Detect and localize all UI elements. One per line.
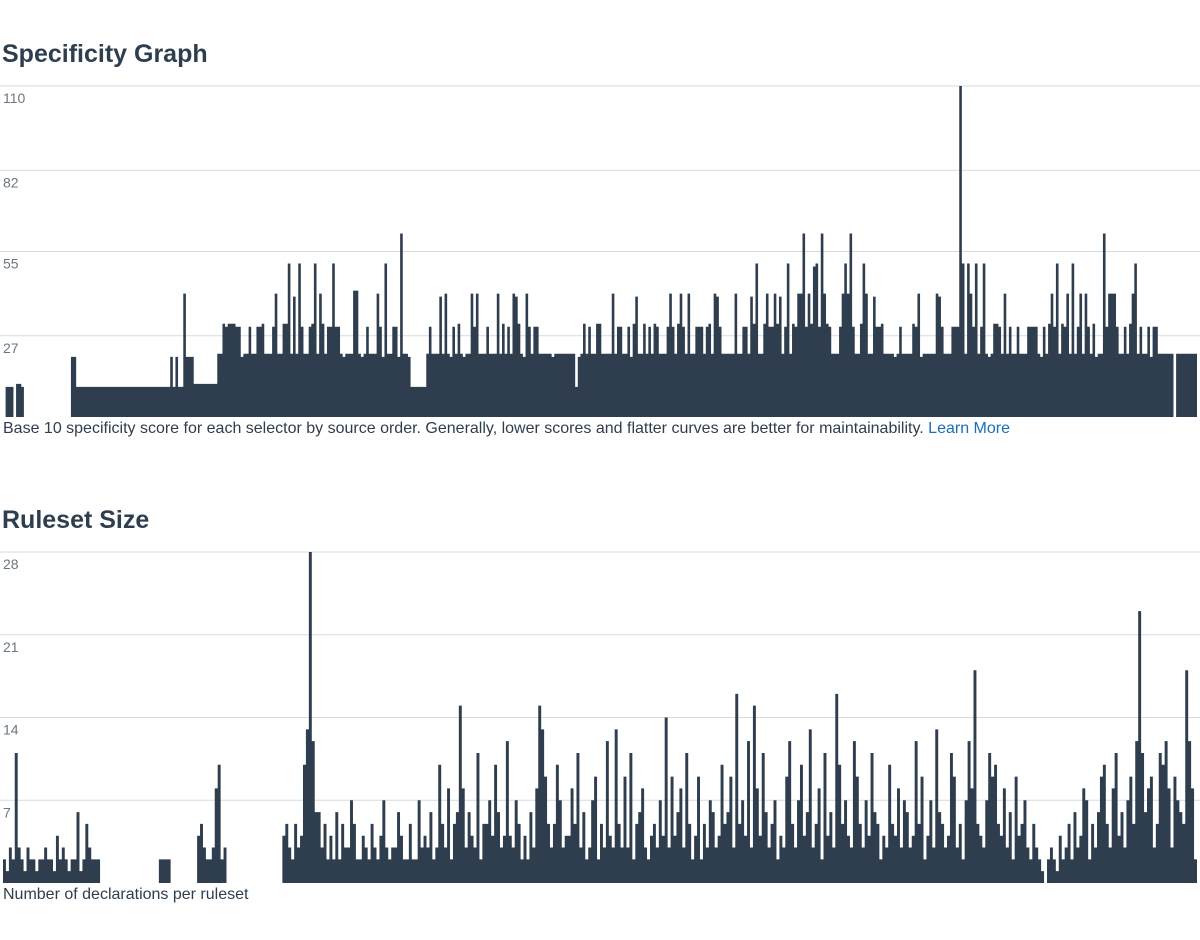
specificity-y-tick-label: 27 <box>3 340 19 356</box>
specificity-bars <box>3 86 1197 417</box>
learn-more-link[interactable]: Learn More <box>928 420 1010 437</box>
ruleset-size-bars <box>3 552 1197 883</box>
ruleset-size-y-tick-label: 7 <box>3 804 11 820</box>
specificity-caption: Base 10 specificity score for each selec… <box>3 420 1010 438</box>
ruleset-size-y-tick-label: 14 <box>3 722 19 738</box>
specificity-y-tick-label: 55 <box>3 256 19 272</box>
specificity-y-tick-label: 110 <box>3 90 26 106</box>
ruleset-size-y-tick-label: 28 <box>3 556 19 572</box>
ruleset-size-caption: Number of declarations per ruleset <box>3 886 249 903</box>
specificity-chart: 27 55 82 110 <box>0 85 1200 417</box>
specificity-caption-text: Base 10 specificity score for each selec… <box>3 420 924 437</box>
ruleset-size-chart: 7 14 21 28 <box>0 551 1200 883</box>
specificity-y-tick-label: 82 <box>3 174 19 190</box>
chart-title-ruleset-size: Ruleset Size <box>2 506 150 534</box>
chart-title-specificity: Specificity Graph <box>2 40 208 68</box>
ruleset-size-y-tick-label: 21 <box>3 639 19 655</box>
